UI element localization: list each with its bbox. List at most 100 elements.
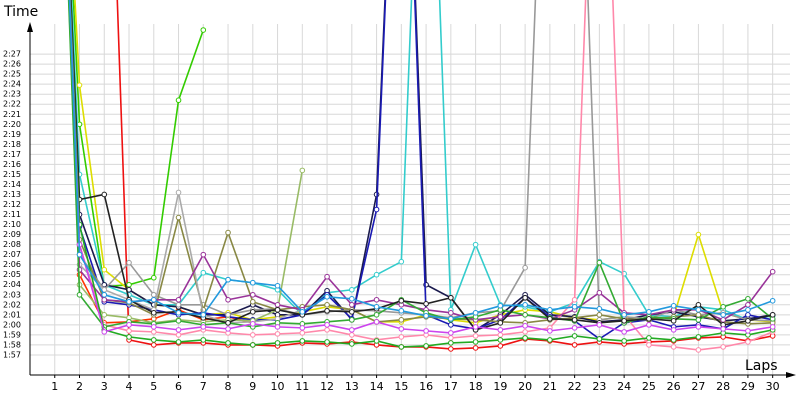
y-tick-label: 2:07 <box>3 250 21 259</box>
point <box>175 327 182 333</box>
y-tick-label: 1:58 <box>3 340 21 349</box>
point <box>497 320 504 326</box>
point <box>522 335 528 341</box>
point <box>398 334 405 340</box>
x-tick-label: 19 <box>493 380 507 393</box>
point <box>769 312 776 318</box>
point <box>398 297 405 304</box>
x-tick-label: 18 <box>469 380 483 393</box>
point <box>596 322 603 328</box>
point <box>571 304 578 310</box>
point <box>398 326 405 332</box>
y-tick-label: 2:05 <box>3 270 21 279</box>
y-tick-label: 2:12 <box>3 200 21 209</box>
y-tick-label: 2:03 <box>3 290 21 299</box>
point <box>150 342 157 348</box>
series-line <box>70 0 773 331</box>
point <box>571 296 578 303</box>
point <box>299 325 306 331</box>
point <box>448 335 454 341</box>
point <box>448 346 454 352</box>
point <box>225 326 231 332</box>
x-tick-label: 26 <box>667 380 681 393</box>
x-tick-label: 21 <box>543 380 557 393</box>
point <box>621 329 627 335</box>
point <box>522 312 528 318</box>
y-axis-arrow <box>27 22 33 32</box>
point <box>150 291 157 298</box>
x-tick-label: 14 <box>370 380 384 393</box>
point <box>571 325 578 331</box>
x-tick-label: 25 <box>642 380 656 393</box>
point <box>225 296 231 303</box>
point <box>670 327 677 333</box>
point <box>745 302 751 308</box>
y-tick-label: 2:06 <box>3 260 21 269</box>
series-line <box>69 0 773 325</box>
point <box>373 271 380 278</box>
point <box>175 296 182 303</box>
y-tick-label: 2:04 <box>3 280 21 289</box>
y-tick-label: 2:23 <box>3 90 21 99</box>
point <box>596 289 603 296</box>
point <box>448 330 454 336</box>
point <box>225 340 231 346</box>
x-tick-label: 1 <box>51 380 58 393</box>
point <box>200 324 207 330</box>
point <box>497 327 504 333</box>
point <box>150 310 157 316</box>
point <box>398 308 405 314</box>
y-tick-label: 2:09 <box>3 230 21 239</box>
point <box>200 337 207 343</box>
point <box>299 167 306 174</box>
point <box>200 251 207 258</box>
point <box>596 336 603 342</box>
point <box>101 329 108 335</box>
point <box>324 302 330 308</box>
series-line <box>68 0 773 320</box>
point <box>250 298 256 305</box>
point <box>324 293 330 300</box>
point <box>547 316 553 322</box>
point <box>497 343 504 349</box>
x-tick-label: 11 <box>295 380 309 393</box>
point <box>472 241 479 248</box>
point <box>571 317 578 323</box>
x-axis-arrow <box>786 372 796 378</box>
point <box>299 309 306 315</box>
point <box>175 332 182 338</box>
point <box>373 319 380 325</box>
point <box>76 291 83 298</box>
point <box>299 330 306 336</box>
point <box>349 295 355 302</box>
point <box>472 310 479 316</box>
y-tick-label: 2:15 <box>3 170 21 179</box>
point <box>250 342 256 348</box>
point <box>646 316 652 322</box>
point <box>670 318 677 324</box>
point <box>670 303 677 309</box>
point <box>150 329 157 335</box>
y-tick-label: 2:14 <box>3 180 21 189</box>
series-line <box>68 0 773 322</box>
y-tick-label: 2:13 <box>3 190 21 199</box>
point <box>373 304 380 310</box>
point <box>745 307 751 313</box>
point <box>101 296 108 303</box>
point <box>250 332 256 338</box>
y-tick-label: 2:24 <box>3 80 21 89</box>
x-axis-title: Laps <box>745 358 778 374</box>
x-tick-label: 23 <box>592 380 606 393</box>
point <box>324 308 330 314</box>
point <box>150 337 157 343</box>
point <box>547 307 553 313</box>
y-tick-label: 2:08 <box>3 240 21 249</box>
point <box>349 341 355 347</box>
point <box>472 339 479 345</box>
point <box>349 309 355 315</box>
y-axis-title: Time <box>3 4 38 20</box>
point <box>646 335 652 341</box>
point <box>522 264 528 271</box>
point <box>695 312 702 318</box>
point <box>448 340 454 346</box>
